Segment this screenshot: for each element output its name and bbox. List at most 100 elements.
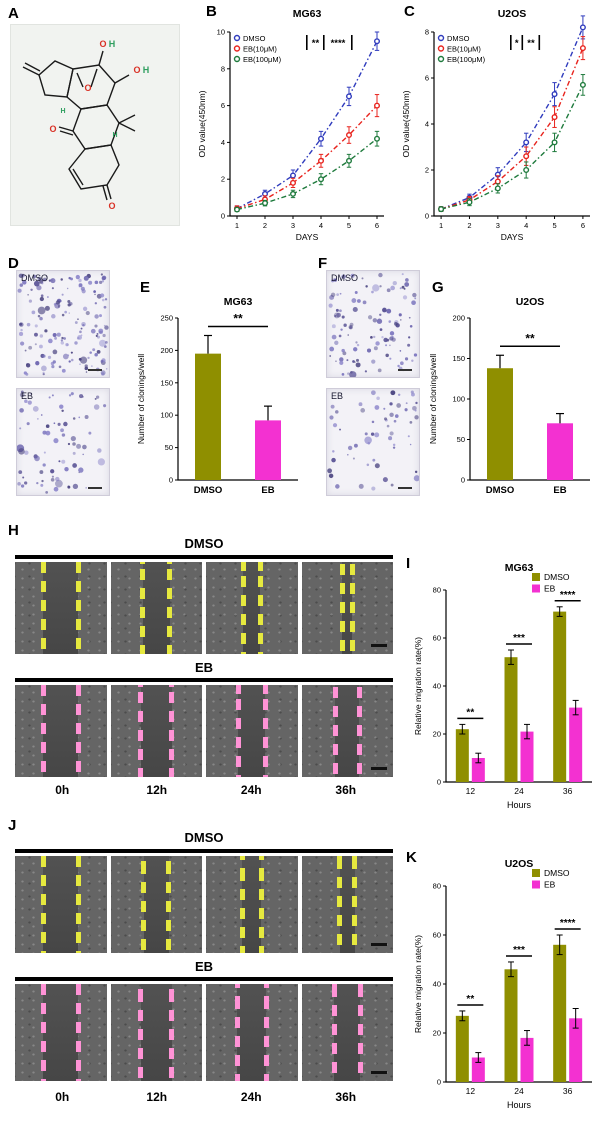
svg-text:DMSO: DMSO [243,34,266,43]
svg-text:250: 250 [160,314,173,323]
panel-label-j: J [8,817,17,834]
panel-label-f: F [318,255,328,272]
svg-text:****: **** [560,918,576,929]
svg-text:Relative migration rate(%): Relative migration rate(%) [413,637,423,735]
chemical-structure: O H O H O O O H H [10,24,180,226]
svg-text:EB: EB [544,880,556,890]
svg-text:Hours: Hours [507,800,532,810]
svg-text:80: 80 [433,882,441,891]
svg-text:3: 3 [291,221,295,230]
svg-text:6: 6 [221,101,225,110]
time-labels-u2os: 0h 12h 24h 36h [15,1090,393,1104]
dish-label-dmso: DMSO [21,273,48,283]
svg-text:OD value(450nm): OD value(450nm) [401,90,411,157]
chart-u2os-migration: 0 20 40 60 80 ** 12 *** 24 **** 36 Hours Relative mi… [412,856,598,1112]
chart-mg63-colonies: 0 50 100 150 200 250 DMSO EB ** MG63 Number of clo… [134,294,306,506]
svg-text:150: 150 [160,378,173,387]
time-label: 12h [146,1090,168,1104]
svg-text:U2OS: U2OS [505,858,534,870]
header-bar [15,849,393,853]
svg-text:6: 6 [425,74,429,83]
time-label: 24h [240,783,262,797]
svg-text:U2OS: U2OS [516,296,545,308]
panel-label-c: C [404,3,415,20]
header-bar [15,678,393,682]
svg-text:36: 36 [563,786,573,796]
wound-group-title-dmso: DMSO [184,830,224,845]
svg-text:EB(100μM): EB(100μM) [447,55,486,64]
svg-text:MG63: MG63 [505,562,534,574]
svg-text:DMSO: DMSO [447,34,470,43]
svg-text:EB: EB [553,485,566,496]
colony-image-u2os-dmso: DMSO [326,270,420,378]
svg-text:2: 2 [467,221,471,230]
svg-text:EB: EB [261,485,274,496]
atom-o: O [99,39,106,49]
header-bar [15,555,393,559]
svg-text:24: 24 [514,786,524,796]
time-label: 36h [335,1090,357,1104]
svg-text:EB(10μM): EB(10μM) [447,44,481,53]
svg-text:U2OS: U2OS [498,8,527,20]
panel-label-k: K [406,849,417,866]
wound-images-u2os-eb [15,984,393,1081]
svg-text:MG63: MG63 [224,296,253,308]
svg-text:****: **** [560,590,576,601]
svg-text:Relative migration rate(%): Relative migration rate(%) [413,935,423,1033]
svg-text:**: ** [525,331,535,345]
svg-text:12: 12 [466,1086,476,1096]
dish-label-eb: EB [331,391,344,401]
svg-text:***: *** [513,945,525,956]
panel-label-i: I [406,555,411,572]
svg-text:0: 0 [169,476,173,485]
wound-group-title-dmso: DMSO [184,536,224,551]
svg-text:*: * [515,38,519,49]
svg-text:2: 2 [263,221,267,230]
svg-text:0: 0 [221,212,225,221]
svg-text:3: 3 [496,221,500,230]
svg-text:EB(10μM): EB(10μM) [243,44,277,53]
svg-text:DAYS: DAYS [501,232,524,242]
time-label: 24h [240,1090,262,1104]
header-bar [15,977,393,981]
atom-o: O [49,124,56,134]
svg-text:2: 2 [425,166,429,175]
colony-image-mg63-eb: EB [16,388,110,496]
svg-text:8: 8 [425,28,429,37]
svg-text:Hours: Hours [507,1100,532,1110]
svg-text:4: 4 [221,138,225,147]
chart-mg63-growth: 0 2 4 6 8 10 1 2 3 4 5 6 DAYS OD value(450nm) MG63 DMSO… [196,6,392,244]
svg-text:**: ** [233,311,243,325]
atom-o: O [108,201,115,211]
time-label: 12h [146,783,168,797]
colony-image-u2os-eb: EB [326,388,420,496]
svg-text:1: 1 [439,221,443,230]
svg-text:DMSO: DMSO [544,572,570,582]
panel-label-h: H [8,522,19,539]
chemical-structure-drawing: O H O H O O O H H [22,39,149,211]
time-label: 0h [55,1090,70,1104]
atom-o: O [84,83,91,93]
panel-label-b: B [206,3,217,20]
svg-text:DMSO: DMSO [194,485,223,496]
svg-text:6: 6 [375,221,379,230]
wound-images-u2os-dmso [15,856,393,953]
svg-text:MG63: MG63 [293,8,322,20]
svg-text:DAYS: DAYS [296,232,319,242]
panel-label-g: G [432,279,444,296]
svg-text:0: 0 [437,778,441,787]
svg-text:0: 0 [461,476,465,485]
svg-text:60: 60 [433,634,441,643]
atom-h: H [112,132,117,139]
panel-label-e: E [140,279,151,296]
svg-text:DMSO: DMSO [486,485,515,496]
svg-text:20: 20 [433,1029,441,1038]
svg-text:40: 40 [433,980,441,989]
wound-group-title-eb: EB [194,660,214,675]
svg-text:100: 100 [452,395,465,404]
atom-h: H [60,108,65,115]
chart-mg63-migration: 0 20 40 60 80 ** 12 *** 24 **** 36 Hours Relative mi… [412,560,598,812]
chart-u2os-growth: 0 2 4 6 8 1 2 3 4 5 6 DAYS OD value(450nm) U2OS DMSO EB… [400,6,598,244]
svg-text:4: 4 [425,120,429,129]
